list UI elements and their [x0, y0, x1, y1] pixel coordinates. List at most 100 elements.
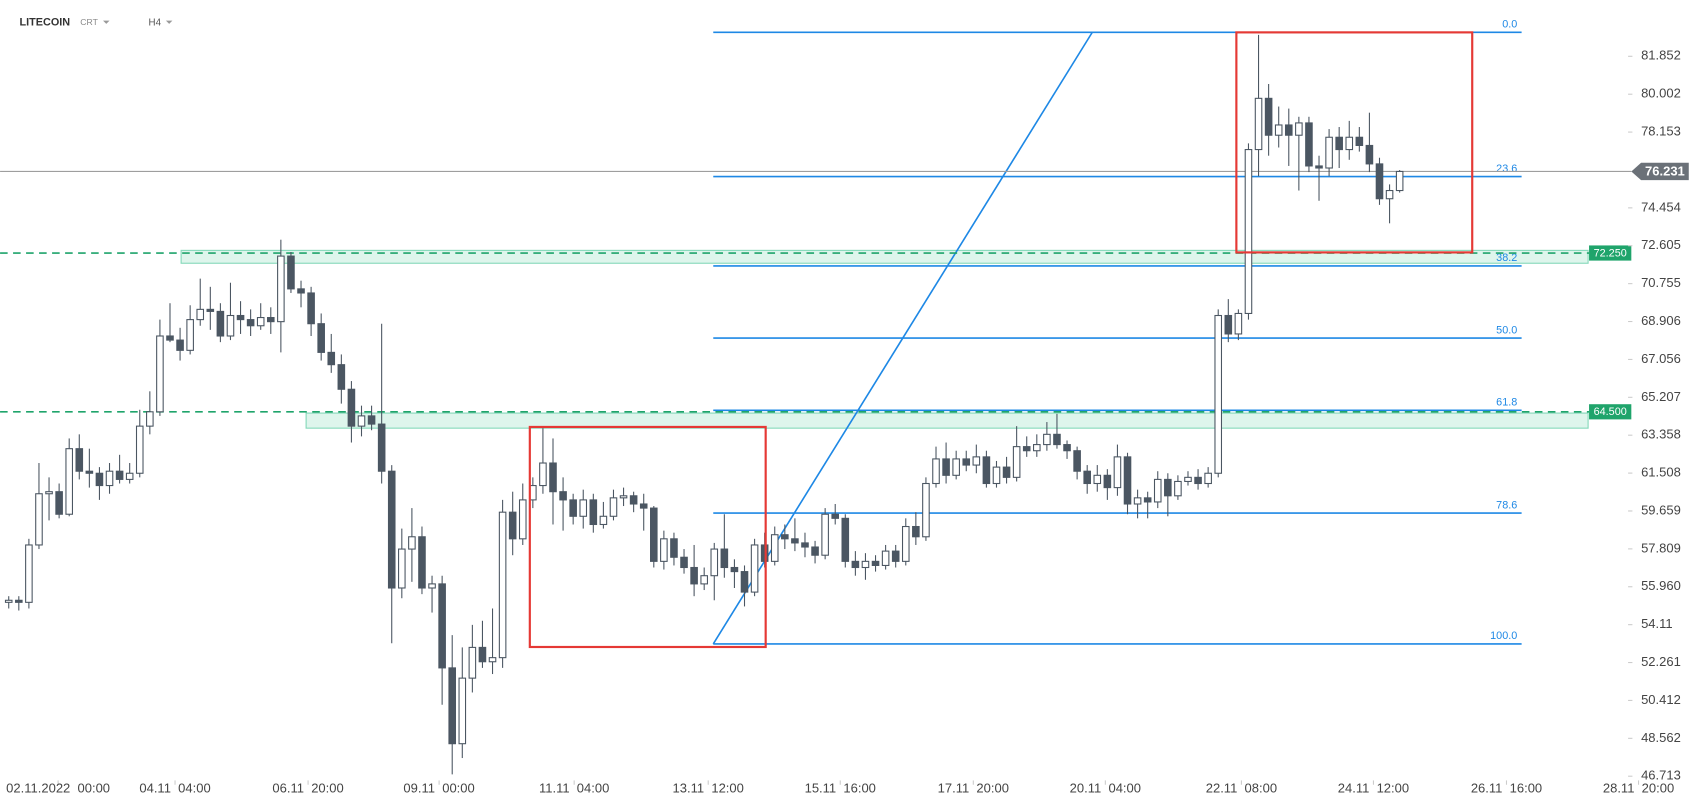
candle-body: [15, 599, 23, 603]
candle-body: [841, 517, 850, 562]
y-tick-label: 63.358: [1641, 427, 1681, 442]
candle-body: [922, 482, 930, 538]
y-tick-label: 54.11: [1641, 616, 1673, 631]
candle-body: [85, 470, 94, 474]
candle-body: [901, 525, 910, 562]
candle-body: [690, 566, 698, 585]
candle-body: [35, 493, 43, 546]
candle-body: [1093, 474, 1102, 485]
candle-body: [740, 571, 749, 593]
candle-body: [55, 491, 63, 515]
candle-body: [670, 538, 678, 558]
candle-body: [1153, 478, 1162, 503]
candle-body: [216, 310, 225, 337]
current-price-badge: [1631, 162, 1689, 181]
candle-body: [589, 499, 598, 526]
candle-body: [680, 556, 688, 569]
candle-body: [942, 458, 950, 476]
candle-body: [962, 458, 971, 466]
candle-body: [1375, 163, 1384, 200]
candle-body: [1184, 476, 1192, 482]
candle-body: [1022, 446, 1031, 452]
candle-body: [337, 364, 346, 390]
y-tick-label: 55.960: [1641, 578, 1681, 593]
candle-body: [95, 472, 104, 487]
candle-body: [307, 292, 315, 325]
candle-body: [1103, 474, 1112, 489]
candle-body: [912, 525, 920, 538]
candle-body: [377, 423, 386, 472]
candle-body: [1164, 478, 1172, 497]
y-tick-label: 78.153: [1641, 124, 1681, 139]
symbol[interactable]: LITECOIN: [20, 17, 71, 29]
candle-body: [256, 317, 265, 327]
candle-body: [327, 351, 336, 366]
candle-body: [115, 470, 124, 480]
fib-label: 50.0: [1496, 324, 1517, 336]
candle-body: [1083, 470, 1091, 485]
candle-body: [1395, 170, 1404, 192]
candle-body: [599, 515, 608, 526]
dropdown-caret[interactable]: [165, 20, 173, 24]
candle-body: [1274, 124, 1283, 136]
source[interactable]: CRT: [80, 17, 98, 27]
level-label: 72.250: [1594, 247, 1627, 259]
support-zone: [305, 412, 1589, 429]
candle-body: [448, 667, 457, 745]
level-label: 64.500: [1594, 406, 1627, 418]
candle-body: [1305, 122, 1313, 167]
candle-body: [1133, 497, 1142, 505]
candle-body: [1053, 433, 1061, 446]
dropdown-caret[interactable]: [103, 20, 110, 24]
candle-body: [1002, 466, 1011, 478]
candle-body: [1365, 144, 1374, 165]
candle-body: [700, 575, 708, 585]
candle-body: [357, 415, 366, 427]
current-price-label: 76.231: [1645, 163, 1685, 178]
y-tick-label: 61.508: [1641, 465, 1681, 480]
candle-body: [1012, 446, 1021, 478]
candle-body: [770, 534, 779, 562]
x-tick-label: 04.11 04:00: [139, 781, 210, 796]
candle-body: [1143, 497, 1152, 503]
candle-body: [488, 657, 497, 663]
candle-body: [1325, 136, 1333, 169]
candle-body: [146, 411, 154, 427]
candle-body: [176, 339, 184, 351]
candle-body: [1284, 124, 1293, 136]
fib-label: 78.6: [1496, 499, 1517, 511]
interval[interactable]: H4: [149, 17, 162, 28]
x-tick-label: 26.11 16:00: [1471, 781, 1542, 796]
candle-body: [125, 472, 134, 480]
y-tick-label: 67.056: [1641, 351, 1681, 366]
y-tick-label: 74.454: [1641, 199, 1681, 214]
candle-body: [650, 507, 658, 562]
candle-body: [1335, 136, 1343, 151]
candle-body: [881, 550, 890, 566]
candle-body: [801, 542, 809, 548]
x-tick-label: 13.11 12:00: [673, 781, 744, 796]
x-tick-label: 11.11 04:00: [539, 781, 609, 796]
x-tick-label: 22.11 08:00: [1206, 781, 1277, 796]
candle-body: [710, 548, 719, 577]
candle-body: [871, 560, 880, 566]
candle-body: [518, 499, 527, 540]
candle-body: [166, 335, 174, 341]
candle-body: [468, 646, 477, 679]
y-tick-label: 50.412: [1641, 692, 1681, 707]
candle-body: [266, 317, 275, 323]
candle-body: [791, 538, 799, 544]
candle-body: [317, 323, 325, 353]
x-tick-label: 24.11 12:00: [1338, 781, 1409, 796]
candle-body: [609, 497, 618, 517]
candle-body: [1385, 189, 1394, 200]
x-tick-label: 06.11 20:00: [272, 781, 343, 796]
candle-body: [1043, 433, 1051, 446]
candle-body: [1113, 456, 1122, 489]
candle-body: [226, 314, 235, 337]
candle-body: [156, 335, 164, 413]
candle-body: [1295, 122, 1303, 136]
candle-body: [75, 448, 84, 472]
candle-body: [45, 491, 53, 495]
